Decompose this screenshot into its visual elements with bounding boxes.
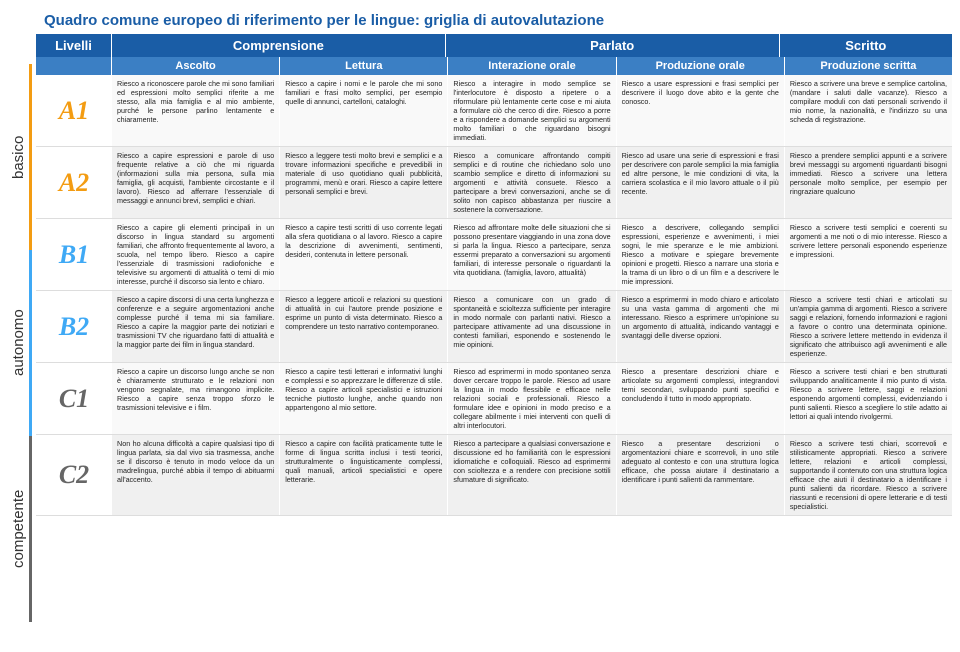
header-parlato: Parlato: [446, 34, 780, 57]
cell-produzione_orale: Riesco a presentare descrizioni o argome…: [617, 435, 785, 515]
level-code-a1: A1: [36, 75, 112, 146]
level-bands-column: basico autonomo competente: [8, 8, 32, 622]
cell-ascolto: Riesco a capire discorsi di una certa lu…: [112, 291, 280, 362]
band-spacer: [8, 8, 32, 64]
cell-ascolto: Riesco a capire espressioni e parole di …: [112, 147, 280, 218]
rows-container: A1Riesco a riconoscere parole che mi son…: [36, 75, 952, 516]
subheader-interazione: Interazione orale: [448, 57, 616, 75]
header-row: Livelli Comprensione Parlato Scritto: [36, 34, 952, 57]
cell-interazione: Riesco ad affrontare molte delle situazi…: [448, 219, 616, 290]
main-grid: Quadro comune europeo di riferimento per…: [36, 8, 952, 622]
table-row: C1Riesco a capire un discorso lungo anch…: [36, 363, 952, 435]
header-scritto: Scritto: [780, 34, 952, 57]
subheader-row: Ascolto Lettura Interazione orale Produz…: [36, 57, 952, 75]
cell-produzione_orale: Riesco a descrivere, collegando semplici…: [617, 219, 785, 290]
cell-ascolto: Riesco a riconoscere parole che mi sono …: [112, 75, 280, 146]
table-row: C2Non ho alcuna difficoltà a capire qual…: [36, 435, 952, 516]
subheader-produzione-orale: Produzione orale: [617, 57, 785, 75]
cell-produzione_scritta: Riesco a scrivere testi chiari, scorrevo…: [785, 435, 952, 515]
cell-ascolto: Non ho alcuna difficoltà a capire qualsi…: [112, 435, 280, 515]
level-code-b1: B1: [36, 219, 112, 290]
band-basico: basico: [8, 64, 32, 250]
cell-lettura: Riesco a capire i nomi e le parole che m…: [280, 75, 448, 146]
cell-lettura: Riesco a leggere articoli e relazioni su…: [280, 291, 448, 362]
subheader-lettura: Lettura: [280, 57, 448, 75]
subheader-blank: [36, 57, 112, 75]
table-row: A1Riesco a riconoscere parole che mi son…: [36, 75, 952, 147]
band-competente: competente: [8, 436, 32, 622]
cell-produzione_scritta: Riesco a prendere semplici appunti e a s…: [785, 147, 952, 218]
header-livelli: Livelli: [36, 34, 112, 57]
cell-ascolto: Riesco a capire gli elementi principali …: [112, 219, 280, 290]
cell-produzione_orale: Riesco ad usare una serie di espressioni…: [617, 147, 785, 218]
page-wrapper: basico autonomo competente Quadro comune…: [8, 8, 952, 622]
cell-interazione: Riesco ad esprimermi in modo spontaneo s…: [448, 363, 616, 434]
cell-lettura: Riesco a capire con facilità praticament…: [280, 435, 448, 515]
cell-produzione_scritta: Riesco a scrivere testi chiari e articol…: [785, 291, 952, 362]
cell-lettura: Riesco a capire testi letterari e inform…: [280, 363, 448, 434]
cell-lettura: Riesco a leggere testi molto brevi e sem…: [280, 147, 448, 218]
cell-produzione_orale: Riesco a esprimermi in modo chiaro e art…: [617, 291, 785, 362]
cell-produzione_orale: Riesco a presentare descrizioni chiare e…: [617, 363, 785, 434]
level-code-c1: C1: [36, 363, 112, 434]
table-row: A2Riesco a capire espressioni e parole d…: [36, 147, 952, 219]
band-autonomo: autonomo: [8, 250, 32, 436]
subheader-produzione-scritta: Produzione scritta: [785, 57, 952, 75]
cell-produzione_orale: Riesco a usare espressioni e frasi sempl…: [617, 75, 785, 146]
cell-produzione_scritta: Riesco a scrivere testi semplici e coere…: [785, 219, 952, 290]
level-code-a2: A2: [36, 147, 112, 218]
page-title: Quadro comune europeo di riferimento per…: [36, 8, 952, 34]
cell-interazione: Riesco a interagire in modo semplice se …: [448, 75, 616, 146]
cell-interazione: Riesco a comunicare con un grado di spon…: [448, 291, 616, 362]
cell-lettura: Riesco a capire testi scritti di uso cor…: [280, 219, 448, 290]
cell-produzione_scritta: Riesco a scrivere una breve e semplice c…: [785, 75, 952, 146]
cell-produzione_scritta: Riesco a scrivere testi chiari e ben str…: [785, 363, 952, 434]
level-code-b2: B2: [36, 291, 112, 362]
table-row: B1Riesco a capire gli elementi principal…: [36, 219, 952, 291]
header-comprensione: Comprensione: [112, 34, 446, 57]
subheader-ascolto: Ascolto: [112, 57, 280, 75]
level-code-c2: C2: [36, 435, 112, 515]
cell-ascolto: Riesco a capire un discorso lungo anche …: [112, 363, 280, 434]
table-row: B2Riesco a capire discorsi di una certa …: [36, 291, 952, 363]
cell-interazione: Riesco a partecipare a qualsiasi convers…: [448, 435, 616, 515]
cell-interazione: Riesco a comunicare affrontando compiti …: [448, 147, 616, 218]
